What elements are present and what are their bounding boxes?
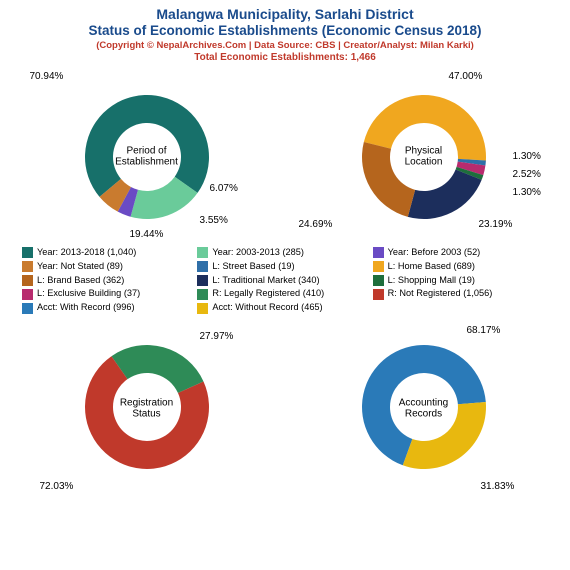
legend-item: Acct: With Record (996) <box>22 301 197 315</box>
header: Malangwa Municipality, Sarlahi District … <box>0 0 570 65</box>
legend-label: L: Street Based (19) <box>212 260 294 274</box>
legend-item: Acct: Without Record (465) <box>197 301 372 315</box>
donut-slice <box>407 170 481 219</box>
legend-label: Year: 2003-2013 (285) <box>212 246 304 260</box>
legend-item: L: Exclusive Building (37) <box>22 287 197 301</box>
charts-bottom-row: RegistrationStatus27.97%72.03% Accountin… <box>0 315 570 499</box>
legend-item: L: Traditional Market (340) <box>197 274 372 288</box>
legend-swatch <box>373 275 384 286</box>
legend-label: L: Shopping Mall (19) <box>388 274 475 288</box>
legend-item: L: Shopping Mall (19) <box>373 274 548 288</box>
legend-item: Year: 2013-2018 (1,040) <box>22 246 197 260</box>
legend-swatch <box>197 247 208 258</box>
legend-swatch <box>373 289 384 300</box>
legend-label: L: Traditional Market (340) <box>212 274 319 288</box>
total-line: Total Economic Establishments: 1,466 <box>4 52 566 63</box>
title-line2: Status of Economic Establishments (Econo… <box>4 23 566 38</box>
legend-swatch <box>197 275 208 286</box>
legend-swatch <box>22 289 33 300</box>
legend-label: Acct: Without Record (465) <box>212 301 322 315</box>
chart-accounting: AccountingRecords68.17%31.83% <box>289 319 559 499</box>
legend-label: Year: 2013-2018 (1,040) <box>37 246 136 260</box>
legend-item: Year: Not Stated (89) <box>22 260 197 274</box>
legend-item: Year: 2003-2013 (285) <box>197 246 372 260</box>
legend: Year: 2013-2018 (1,040) Year: 2003-2013 (… <box>0 244 570 315</box>
legend-swatch <box>22 261 33 272</box>
credits-line: (Copyright © NepalArchives.Com | Data So… <box>4 40 566 51</box>
legend-label: R: Legally Registered (410) <box>212 287 324 301</box>
title-line1: Malangwa Municipality, Sarlahi District <box>4 6 566 22</box>
legend-swatch <box>373 247 384 258</box>
legend-swatch <box>197 303 208 314</box>
donut-slice <box>85 95 209 197</box>
legend-swatch <box>373 261 384 272</box>
donut-slice <box>402 402 485 469</box>
legend-swatch <box>197 289 208 300</box>
legend-label: L: Home Based (689) <box>388 260 475 274</box>
legend-label: R: Not Registered (1,056) <box>388 287 493 301</box>
legend-swatch <box>22 303 33 314</box>
legend-label: Year: Not Stated (89) <box>37 260 123 274</box>
legend-item: R: Not Registered (1,056) <box>373 287 548 301</box>
legend-swatch <box>22 275 33 286</box>
legend-label: L: Exclusive Building (37) <box>37 287 140 301</box>
legend-item: L: Street Based (19) <box>197 260 372 274</box>
chart-period: Period ofEstablishment70.94%19.44%3.55%6… <box>12 69 282 244</box>
legend-label: L: Brand Based (362) <box>37 274 124 288</box>
charts-top-row: Period ofEstablishment70.94%19.44%3.55%6… <box>0 65 570 244</box>
legend-swatch <box>197 261 208 272</box>
legend-label: Acct: With Record (996) <box>37 301 135 315</box>
legend-swatch <box>22 247 33 258</box>
donut-slice <box>362 142 415 217</box>
legend-item: L: Brand Based (362) <box>22 274 197 288</box>
legend-item: Year: Before 2003 (52) <box>373 246 548 260</box>
chart-location: PhysicalLocation47.00%1.30%2.52%1.30%23.… <box>289 69 559 244</box>
legend-item: R: Legally Registered (410) <box>197 287 372 301</box>
donut-slice <box>111 345 203 393</box>
legend-item: L: Home Based (689) <box>373 260 548 274</box>
legend-label: Year: Before 2003 (52) <box>388 246 481 260</box>
chart-registration: RegistrationStatus27.97%72.03% <box>12 319 282 499</box>
